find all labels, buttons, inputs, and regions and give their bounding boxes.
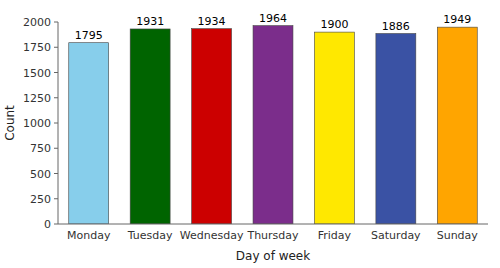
y-tick-label: 1250: [23, 92, 51, 105]
bar: [130, 29, 170, 224]
y-tick-label: 1500: [23, 67, 51, 80]
data-label: 1900: [320, 18, 348, 31]
y-axis: 0 250 500 750 1000 1250 1500 1750 2000: [23, 16, 58, 231]
bars: [69, 26, 478, 224]
bar: [437, 27, 477, 224]
y-tick-label: 250: [30, 193, 51, 206]
chart-svg: 0 250 500 750 1000 1250 1500 1750 2000 1795 1931 19…: [0, 0, 500, 268]
bar: [253, 26, 293, 224]
x-tick-label: Thursday: [246, 229, 299, 242]
x-axis-title: Day of week: [236, 249, 310, 263]
x-tick-label: Monday: [67, 229, 111, 242]
y-tick-label: 1750: [23, 41, 51, 54]
y-axis-line: [58, 22, 59, 224]
y-axis-title: Count: [3, 105, 17, 141]
data-labels: 1795 1931 1934 1964 1900 1886 1949: [75, 12, 472, 42]
data-label: 1795: [75, 29, 103, 42]
data-label: 1934: [198, 15, 226, 28]
x-tick-label: Tuesday: [127, 229, 173, 242]
y-tick: [54, 22, 58, 23]
x-tick-label: Saturday: [371, 229, 421, 242]
x-tick-label: Wednesday: [180, 229, 244, 242]
data-label: 1964: [259, 12, 287, 25]
y-tick: [54, 97, 58, 98]
x-axis-line: [58, 224, 488, 225]
y-tick: [54, 173, 58, 174]
y-tick: [54, 148, 58, 149]
x-axis: Monday Tuesday WednesdayThursday Friday Satu…: [67, 229, 478, 242]
bar: [69, 43, 109, 224]
y-tick-label: 0: [44, 218, 51, 231]
y-tick-label: 500: [30, 168, 51, 181]
bar: [192, 29, 232, 224]
data-label: 1886: [382, 20, 410, 33]
x-tick-label: Sunday: [437, 229, 479, 242]
chart-container: 0 250 500 750 1000 1250 1500 1750 2000 1795 1931 19…: [0, 0, 500, 268]
y-tick-label: 1000: [23, 117, 51, 130]
y-tick: [54, 123, 58, 124]
x-tick-label: Friday: [318, 229, 352, 242]
y-tick: [54, 198, 58, 199]
bar: [314, 32, 354, 224]
y-tick: [54, 72, 58, 73]
y-tick-label: 750: [30, 142, 51, 155]
data-label: 1949: [443, 13, 471, 26]
y-tick: [54, 47, 58, 48]
bar: [376, 34, 416, 224]
y-tick-label: 2000: [23, 16, 51, 29]
y-tick: [54, 224, 58, 225]
data-label: 1931: [136, 15, 164, 28]
